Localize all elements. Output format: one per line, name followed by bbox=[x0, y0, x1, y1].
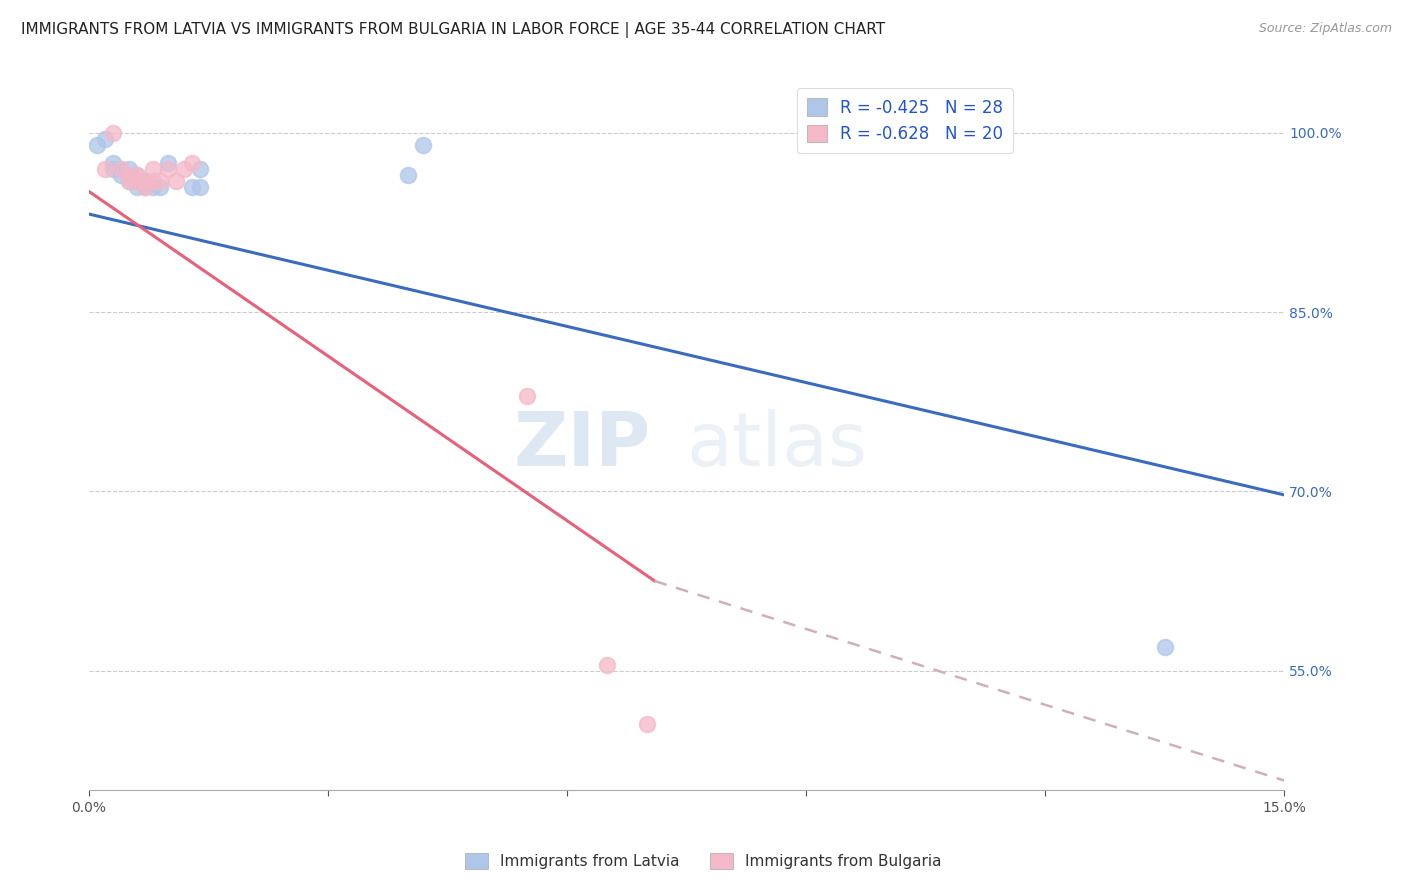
Point bbox=[141, 161, 163, 176]
Point bbox=[188, 161, 211, 176]
Legend: R = -0.425   N = 28, R = -0.628   N = 20: R = -0.425 N = 28, R = -0.628 N = 20 bbox=[797, 88, 1012, 153]
Point bbox=[596, 657, 619, 672]
Point bbox=[117, 168, 139, 182]
Point bbox=[157, 155, 180, 169]
Point bbox=[93, 161, 115, 176]
Point bbox=[134, 173, 156, 187]
Text: atlas: atlas bbox=[686, 409, 868, 483]
Point bbox=[117, 161, 139, 176]
Point bbox=[110, 161, 132, 176]
Point bbox=[110, 161, 132, 176]
Point bbox=[125, 173, 148, 187]
Point bbox=[125, 179, 148, 194]
Point bbox=[141, 173, 163, 187]
Point bbox=[181, 155, 204, 169]
Point bbox=[134, 173, 156, 187]
Point bbox=[117, 173, 139, 187]
Legend: Immigrants from Latvia, Immigrants from Bulgaria: Immigrants from Latvia, Immigrants from … bbox=[458, 847, 948, 875]
Point bbox=[516, 389, 538, 403]
Point bbox=[636, 717, 658, 731]
Point bbox=[165, 173, 187, 187]
Point bbox=[188, 179, 211, 194]
Point bbox=[141, 179, 163, 194]
Point bbox=[117, 173, 139, 187]
Point bbox=[101, 126, 124, 140]
Point bbox=[101, 161, 124, 176]
Point bbox=[157, 161, 180, 176]
Point bbox=[412, 137, 434, 152]
Point bbox=[1153, 640, 1175, 654]
Point bbox=[125, 168, 148, 182]
Point bbox=[125, 173, 148, 187]
Point bbox=[181, 179, 204, 194]
Text: ZIP: ZIP bbox=[513, 409, 651, 483]
Point bbox=[396, 168, 419, 182]
Point bbox=[117, 168, 139, 182]
Point bbox=[134, 179, 156, 194]
Text: Source: ZipAtlas.com: Source: ZipAtlas.com bbox=[1258, 22, 1392, 36]
Point bbox=[93, 132, 115, 146]
Text: IMMIGRANTS FROM LATVIA VS IMMIGRANTS FROM BULGARIA IN LABOR FORCE | AGE 35-44 CO: IMMIGRANTS FROM LATVIA VS IMMIGRANTS FRO… bbox=[21, 22, 886, 38]
Point bbox=[86, 137, 108, 152]
Point bbox=[149, 179, 172, 194]
Point bbox=[134, 179, 156, 194]
Point bbox=[101, 155, 124, 169]
Point bbox=[125, 168, 148, 182]
Point bbox=[173, 161, 195, 176]
Point bbox=[149, 173, 172, 187]
Point bbox=[117, 168, 139, 182]
Point bbox=[110, 168, 132, 182]
